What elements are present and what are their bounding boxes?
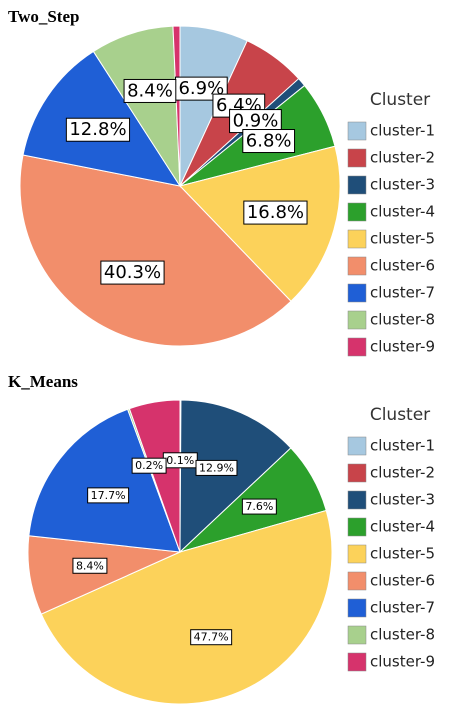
data-label: 0.1%	[166, 454, 194, 467]
legend-label: cluster-3	[370, 176, 435, 194]
data-label: 7.6%	[245, 500, 273, 513]
legend-swatch	[347, 571, 367, 591]
legend-title: Cluster	[370, 90, 430, 110]
legend-swatch	[347, 544, 367, 564]
chart-title: Two_Step	[8, 7, 79, 26]
data-label: 12.8%	[69, 119, 126, 140]
legend-label: cluster-2	[370, 149, 435, 167]
data-label: 12.9%	[199, 461, 234, 474]
data-label: 16.8%	[247, 202, 304, 223]
legend-label: cluster-7	[370, 599, 435, 617]
legend-swatch	[347, 121, 367, 141]
legend-label: cluster-2	[370, 464, 435, 482]
pie-slice	[172, 25, 181, 187]
legend-swatch	[347, 148, 367, 168]
label-box	[190, 629, 233, 646]
pie-slice	[40, 509, 333, 705]
legend-label: cluster-4	[370, 203, 435, 221]
label-box	[72, 557, 108, 574]
label-box	[100, 260, 165, 285]
pie-slice	[28, 408, 181, 553]
legend-label: cluster-6	[370, 257, 435, 275]
pie-slice	[19, 154, 292, 347]
legend-swatch	[347, 652, 367, 672]
data-label: 40.3%	[104, 262, 161, 283]
label-box	[123, 78, 177, 103]
pie-slice	[92, 25, 181, 188]
legend-label: cluster-6	[370, 572, 435, 590]
legend-swatch	[347, 463, 367, 483]
label-box	[87, 487, 130, 504]
data-label: 6.8%	[246, 131, 292, 152]
legend-label: cluster-9	[370, 653, 435, 671]
chart-title: K_Means	[8, 372, 78, 391]
legend-label: cluster-7	[370, 284, 435, 302]
legend-label: cluster-5	[370, 545, 435, 563]
data-label: 0.2%	[135, 459, 163, 472]
label-box	[195, 459, 238, 476]
legend-swatch	[347, 436, 367, 456]
legend-label: cluster-8	[370, 626, 435, 644]
legend-swatch	[347, 598, 367, 618]
pie-slice	[179, 399, 292, 554]
legend-label: cluster-1	[370, 437, 435, 455]
legend-label: cluster-5	[370, 230, 435, 248]
legend-label: cluster-9	[370, 338, 435, 356]
legend-label: cluster-1	[370, 122, 435, 140]
legend-swatch	[347, 229, 367, 249]
label-box	[243, 200, 308, 225]
legend-swatch	[347, 175, 367, 195]
legend-swatch	[347, 256, 367, 276]
legend-swatch	[347, 517, 367, 537]
pie-slice	[128, 399, 181, 553]
label-box	[242, 129, 296, 154]
legend-swatch	[347, 202, 367, 222]
data-label: 17.7%	[91, 489, 126, 502]
label-box	[65, 117, 131, 142]
legend-swatch	[347, 490, 367, 510]
legend-title: Cluster	[370, 405, 430, 425]
legend-label: cluster-4	[370, 518, 435, 536]
label-box	[131, 457, 167, 474]
legend-swatch	[347, 625, 367, 645]
label-box	[241, 498, 277, 515]
legend-label: cluster-3	[370, 491, 435, 509]
legend-swatch	[347, 337, 367, 357]
legend-swatch	[347, 310, 367, 330]
data-label: 8.4%	[76, 559, 104, 572]
data-label: 8.4%	[127, 80, 173, 101]
data-label: 0.9%	[233, 111, 279, 132]
data-label: 47.7%	[194, 631, 229, 644]
legend-label: cluster-8	[370, 311, 435, 329]
legend-swatch	[347, 283, 367, 303]
